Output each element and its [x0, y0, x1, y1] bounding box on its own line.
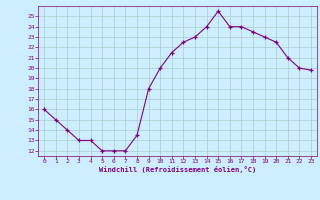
X-axis label: Windchill (Refroidissement éolien,°C): Windchill (Refroidissement éolien,°C) [99, 166, 256, 173]
